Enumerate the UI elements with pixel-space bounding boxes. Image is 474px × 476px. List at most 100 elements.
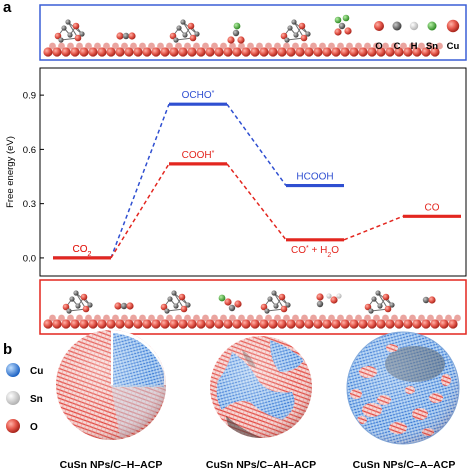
y-tick-label: 0.9 <box>23 91 36 102</box>
cu-atom <box>151 47 161 57</box>
legend-label-sn: Sn <box>426 41 438 52</box>
cu-atom <box>196 319 206 329</box>
o-atom <box>300 34 308 42</box>
c-legend-atom <box>392 21 402 31</box>
cu-atom <box>439 319 449 329</box>
sn-atom <box>75 303 81 309</box>
cu-atom <box>355 314 362 322</box>
cu-atom <box>61 47 71 57</box>
o-atom <box>128 32 136 40</box>
y-tick-label: 0.0 <box>23 253 36 264</box>
cu-atom <box>184 42 191 50</box>
cu-atom <box>241 319 251 329</box>
sn-atom <box>69 296 75 302</box>
cu-atom <box>115 47 125 57</box>
cu-atom <box>448 319 458 329</box>
cu-atom <box>106 47 116 57</box>
level-label: COOH* <box>182 149 215 161</box>
o-atom <box>80 293 88 301</box>
cu-atom <box>256 314 263 322</box>
cu-atom <box>418 314 425 322</box>
cu-atom <box>430 47 440 57</box>
sn-legend-atom <box>6 391 20 405</box>
cu-atom <box>229 314 236 322</box>
cu-atom <box>376 319 386 329</box>
cu-atom <box>52 319 62 329</box>
cu-legend-atom <box>446 19 460 33</box>
sn-atom <box>180 19 186 25</box>
legend-label-c: C <box>394 41 401 52</box>
panel-b-atom-legend: Cu Sn O <box>6 363 43 433</box>
cu-atom <box>265 314 272 322</box>
cu-atom <box>205 47 215 57</box>
cu-atom <box>409 314 416 322</box>
cu-atom <box>277 47 287 57</box>
cu-atom <box>319 42 326 50</box>
cu-atom <box>340 319 350 329</box>
cu-atom <box>238 314 245 322</box>
cu-atom <box>61 319 71 329</box>
cu-atom <box>130 314 137 322</box>
sn-atom <box>284 37 290 43</box>
c-atom <box>232 29 240 37</box>
cu-atom <box>310 42 317 50</box>
cu-atom <box>346 42 353 50</box>
cu-atom <box>310 314 317 322</box>
cu-atom <box>331 319 341 329</box>
c-atom <box>338 22 346 30</box>
cu-atom <box>328 314 335 322</box>
cu-atom <box>193 314 200 322</box>
o-atom <box>54 32 62 40</box>
cu-atom <box>436 314 443 322</box>
sn-atom <box>65 19 71 25</box>
cu-atom <box>139 314 146 322</box>
cu-atom <box>373 314 380 322</box>
cu-atom <box>292 42 299 50</box>
cu-atom <box>178 319 188 329</box>
cu-atom <box>274 314 281 322</box>
cu-atom <box>223 319 233 329</box>
o-atom <box>224 298 232 306</box>
cu-atom <box>142 319 152 329</box>
cu-atom <box>103 314 110 322</box>
cu-atom <box>382 314 389 322</box>
connector-line <box>343 215 404 241</box>
level-label: CO* + H2O <box>291 244 339 258</box>
o-legend-atom <box>6 419 20 433</box>
cu-atom <box>421 319 431 329</box>
cu-atom <box>67 42 74 50</box>
cu-atom <box>250 47 260 57</box>
cu-atom <box>94 314 101 322</box>
o-atom <box>364 303 372 311</box>
cu-atom <box>301 42 308 50</box>
cu-atom <box>400 314 407 322</box>
level-label: CO <box>425 202 440 213</box>
cu-atom <box>445 314 452 322</box>
cu-atom <box>76 314 83 322</box>
legend-label-sn: Sn <box>30 394 43 405</box>
cu-atom <box>400 42 407 50</box>
sn-atom <box>287 25 293 31</box>
bottom-structure-strip <box>39 279 467 335</box>
panel-b-letter: b <box>3 341 12 358</box>
o-atom <box>428 296 436 304</box>
sn-atom <box>375 290 381 296</box>
cu-atom <box>358 319 368 329</box>
cu-atom <box>322 47 332 57</box>
cu-atom <box>367 319 377 329</box>
cu-atom <box>184 314 191 322</box>
o-atom <box>74 34 82 42</box>
panel-a-letter: a <box>3 0 12 16</box>
h-atom <box>334 16 342 24</box>
cu-atom <box>178 47 188 57</box>
o-atom <box>280 32 288 40</box>
o-atom <box>382 293 390 301</box>
cu-atom <box>196 47 206 57</box>
o-atom <box>126 302 134 310</box>
cu-atom <box>121 314 128 322</box>
sn-atom <box>371 296 377 302</box>
sn-atom <box>305 31 311 37</box>
cu-atom <box>169 319 179 329</box>
level-label: HCOOH <box>296 172 333 183</box>
o-atom <box>234 300 242 308</box>
